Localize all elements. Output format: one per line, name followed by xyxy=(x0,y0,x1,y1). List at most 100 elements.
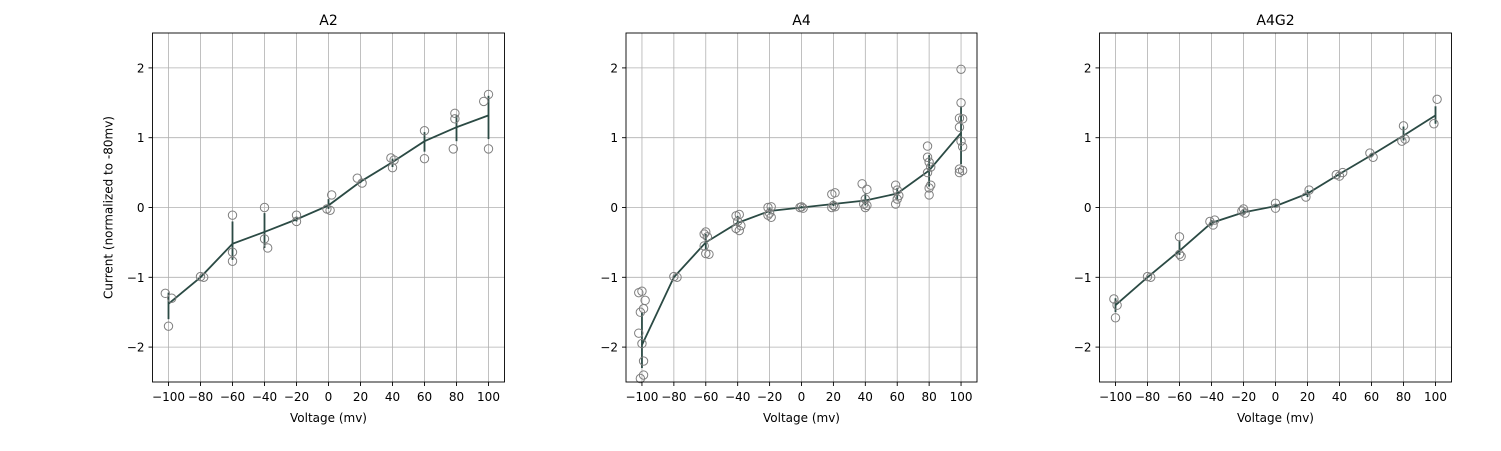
x-tick-label: 60 xyxy=(1364,390,1379,404)
data-point xyxy=(828,200,839,211)
data-point xyxy=(862,200,872,211)
data-point xyxy=(1240,208,1250,218)
data-point xyxy=(1400,134,1410,144)
y-tick-label: −1 xyxy=(1074,271,1092,285)
data-point xyxy=(1205,216,1215,227)
x-tick-label: −100 xyxy=(625,390,658,404)
data-point xyxy=(483,89,494,100)
data-point xyxy=(634,328,644,338)
x-tick-label: −40 xyxy=(725,390,750,404)
data-point xyxy=(702,232,713,242)
x-tick-label: 80 xyxy=(1396,390,1411,404)
x-tick-label: −40 xyxy=(1199,390,1224,404)
chart-title: A4 xyxy=(792,13,811,29)
data-point xyxy=(635,373,646,384)
data-point xyxy=(892,194,902,204)
data-point xyxy=(1334,171,1345,181)
data-point xyxy=(672,272,682,282)
data-point xyxy=(1174,249,1185,259)
data-point xyxy=(227,247,238,257)
data-point xyxy=(635,307,646,317)
data-point xyxy=(862,184,872,195)
data-point xyxy=(701,248,711,259)
data-point xyxy=(389,155,399,165)
data-point xyxy=(1397,136,1407,146)
x-tick-label: 100 xyxy=(477,390,500,404)
y-tick-label: 0 xyxy=(137,201,145,215)
x-tick-label: −100 xyxy=(1099,390,1132,404)
data-point xyxy=(291,210,302,220)
data-point xyxy=(766,202,776,212)
x-tick-label: −20 xyxy=(1231,390,1256,404)
data-point xyxy=(638,370,649,380)
y-tick-label: −1 xyxy=(600,271,618,285)
data-point xyxy=(1142,271,1153,282)
data-point xyxy=(160,288,171,299)
data-point xyxy=(327,190,337,200)
data-point xyxy=(1429,119,1439,129)
data-point xyxy=(734,225,744,236)
y-tick-label: −2 xyxy=(127,341,145,355)
y-tick-label: 1 xyxy=(137,131,145,145)
y-axis-label: Current (normalized to -80mv) xyxy=(102,116,116,299)
data-point xyxy=(956,98,966,108)
data-point xyxy=(1112,300,1122,310)
data-point xyxy=(857,179,867,189)
data-point xyxy=(827,202,837,213)
data-point xyxy=(1109,294,1119,304)
x-tick-label: 40 xyxy=(858,390,873,404)
data-point xyxy=(954,122,965,132)
x-tick-label: 20 xyxy=(826,390,841,404)
data-point xyxy=(957,114,968,124)
x-axis-label: Voltage (mv) xyxy=(290,411,367,425)
x-tick-label: 100 xyxy=(950,390,973,404)
data-point xyxy=(701,227,711,237)
data-point xyxy=(1304,185,1314,195)
x-tick-label: 80 xyxy=(449,390,464,404)
data-point xyxy=(669,271,679,282)
data-point xyxy=(731,223,741,234)
data-point xyxy=(699,229,709,239)
data-point xyxy=(227,256,238,266)
x-tick-label: −60 xyxy=(1167,390,1192,404)
x-axis-label: Voltage (mv) xyxy=(763,411,840,425)
data-point xyxy=(1237,206,1247,216)
y-tick-label: 0 xyxy=(610,201,618,215)
x-tick-label: −80 xyxy=(661,390,686,404)
data-point xyxy=(419,126,430,136)
data-point xyxy=(860,202,871,213)
data-point xyxy=(325,205,335,215)
data-point xyxy=(448,144,458,154)
data-point xyxy=(227,210,238,220)
data-point xyxy=(892,185,902,195)
x-tick-label: −20 xyxy=(284,390,309,404)
data-point xyxy=(890,199,901,209)
data-point xyxy=(830,202,840,212)
data-point xyxy=(195,271,206,282)
chart-title: A4G2 xyxy=(1256,13,1294,29)
series-mean-line xyxy=(641,132,962,346)
data-point xyxy=(419,153,430,164)
data-point xyxy=(1432,94,1442,105)
data-point xyxy=(957,142,968,152)
data-point xyxy=(764,208,775,218)
x-tick-label: −60 xyxy=(220,390,245,404)
data-point xyxy=(924,157,934,167)
data-point xyxy=(450,108,460,118)
data-point xyxy=(736,220,746,231)
data-point xyxy=(352,173,362,183)
data-point xyxy=(956,136,966,146)
data-point xyxy=(734,209,744,220)
data-point xyxy=(163,321,174,331)
x-tick-label: 0 xyxy=(798,390,806,404)
data-point xyxy=(924,183,934,193)
x-tick-label: −80 xyxy=(188,390,213,404)
data-point xyxy=(1210,215,1220,225)
x-tick-label: −20 xyxy=(757,390,782,404)
chart-title: A2 xyxy=(319,13,337,29)
x-tick-label: 20 xyxy=(353,390,368,404)
data-point xyxy=(259,234,270,244)
data-point xyxy=(956,64,966,74)
data-point xyxy=(954,167,965,178)
